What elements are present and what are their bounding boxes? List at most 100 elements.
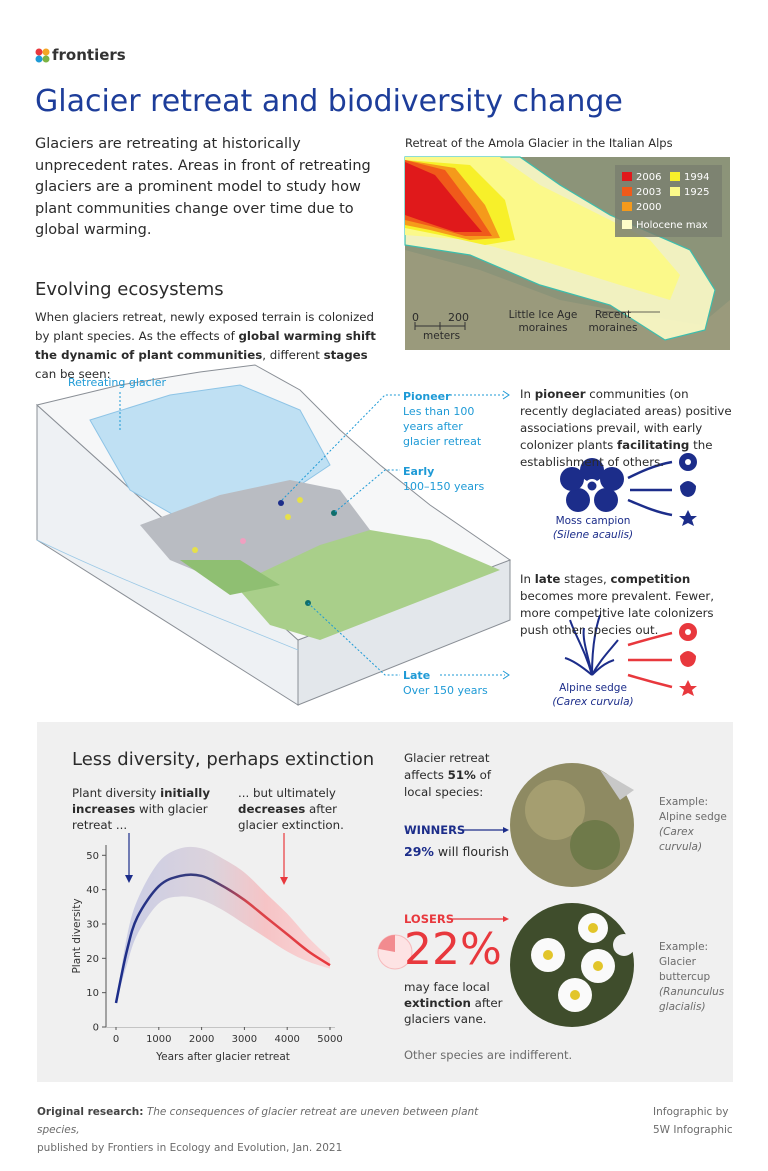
legend-label: 1925 (684, 187, 709, 198)
published: published by Frontiers in Ecology and Ev… (37, 1142, 343, 1154)
glacier-label: Retreating glacier (68, 376, 167, 389)
map-caption: Retreat of the Amola Glacier in the Ital… (405, 136, 673, 150)
affects-text: Glacier retreat affects 51% of local spe… (404, 750, 522, 801)
plant-label: Moss campion (Silene acaulis) (540, 514, 646, 542)
example-latin: (Ranunculus glacialis) (659, 986, 725, 1013)
losers-label: LOSERS (404, 912, 454, 926)
text-bold: initially increases (72, 786, 211, 816)
map-annotation: Recent moraines (588, 309, 638, 334)
section-heading: Evolving ecosystems (35, 279, 224, 300)
stage-detail: 100–150 years (403, 480, 485, 493)
x-axis-title: Years after glacier retreat (155, 1051, 290, 1063)
pioneer-text: In pioneer communities (on recently degl… (520, 386, 738, 471)
example-label: Example: Glacier buttercup (Ranunculus gl… (659, 940, 731, 1015)
example-label: Example: Alpine sedge (Carex curvula) (659, 795, 729, 855)
moss-campion-icon (560, 458, 624, 512)
legend-label: 2006 (636, 172, 661, 183)
competition-arrows (627, 631, 673, 689)
credit: Infographic by 5W Infographic (653, 1103, 733, 1139)
photo-alpine-sedge (510, 763, 634, 887)
stage-name: Pioneer (403, 390, 451, 403)
legend-swatch (622, 172, 632, 181)
y-tick-label: 40 (86, 885, 99, 896)
legend-swatch (670, 187, 680, 196)
section-heading: Less diversity, perhaps extinction (72, 749, 375, 770)
map-legend: 2006 1994 2003 1925 2000 Holocene max (622, 172, 709, 231)
x-tick-label: 2000 (189, 1034, 214, 1045)
legend-swatch (622, 187, 632, 196)
example-text: Example: Alpine sedge (659, 796, 727, 823)
credit-line: 5W Infographic (653, 1124, 733, 1136)
logo-icon (35, 48, 50, 63)
text: will flourish (433, 844, 510, 859)
note-arrows (125, 827, 509, 922)
scale-unit: meters (423, 330, 461, 342)
stage-label: Pioneer Les than 100 years after glacier … (403, 389, 493, 449)
note-left: Plant diversity initially increases with… (72, 785, 212, 833)
facilitation-arrows (627, 460, 673, 517)
winners-text: 29% will flourish (404, 844, 509, 859)
pie-slice (378, 935, 395, 952)
alpine-sedge-icon (564, 614, 619, 676)
footnote: Other species are indifferent. (404, 1048, 573, 1062)
text: with glacier retreat ... (72, 802, 208, 832)
text: becomes more prevalent. Fewer, more comp… (520, 589, 714, 637)
x-tick-label: 4000 (274, 1034, 299, 1045)
text: communities (on recently deglaciated are… (520, 387, 732, 452)
stage-label: Late Over 150 years (403, 668, 493, 698)
text-bold: decreases (238, 802, 306, 816)
y-tick-label: 30 (86, 919, 99, 930)
logo-text: frontiers (52, 46, 126, 64)
winners-label: WINNERS (404, 823, 466, 837)
legend-swatch (670, 172, 680, 181)
text: In (520, 572, 535, 586)
text-bold: extinction (404, 996, 471, 1010)
map-annotation: Little Ice Age moraines (508, 309, 578, 334)
photo-glacier-buttercup (510, 903, 635, 1027)
plant-name: Moss campion (555, 515, 631, 527)
legend-label: 2000 (636, 202, 661, 213)
y-tick-label: 10 (86, 988, 99, 999)
stage-label: Early 100–150 years (403, 464, 493, 494)
text: stages, (560, 572, 611, 586)
source-label: Original research: (37, 1106, 144, 1118)
y-tick-label: 50 (86, 851, 99, 862)
landscape-diagram (35, 364, 512, 706)
source: The consequences of glacier retreat are … (37, 1106, 479, 1136)
page-title: Glacier retreat and biodiversity change (35, 84, 623, 119)
text-bold: late (534, 572, 561, 586)
text: the establishment of others. (520, 438, 713, 469)
losers-text: may face local extinction after glaciers… (404, 979, 516, 1027)
plant-label: Alpine sedge (Carex curvula) (540, 681, 646, 709)
text: of local species: (404, 768, 491, 799)
losers-pie (377, 934, 413, 970)
intro-text: Glaciers are retreating at historically … (35, 136, 371, 238)
text: can be seen: (35, 367, 111, 381)
map-image (404, 156, 730, 350)
stage-detail: Over 150 years (403, 684, 488, 697)
y-axis-title: Plant diversity (71, 898, 83, 973)
diversity-line (114, 873, 331, 1004)
credit-line: Infographic by (653, 1106, 729, 1118)
legend-label: Holocene max (636, 220, 708, 231)
text: ... but ultimately (238, 786, 336, 800)
plant-latin: (Carex curvula) (552, 696, 634, 708)
stage-name: Early (403, 465, 435, 478)
text-bold: global warming shift the dynamic of plan… (35, 329, 376, 362)
y-tick-label: 20 (86, 954, 99, 965)
legend-swatch (622, 220, 632, 229)
scale-tick: 0 (412, 311, 419, 324)
outcompeted-icons (679, 623, 697, 696)
text: When glaciers retreat, newly exposed ter… (35, 310, 375, 343)
text: , different (262, 348, 324, 362)
text: may face local (404, 980, 490, 994)
text-bold: competition (610, 572, 691, 586)
scale-tick: 200 (448, 311, 469, 324)
text: Plant diversity (72, 786, 161, 800)
legend-label: 1994 (684, 172, 709, 183)
y-tick-label: 0 (93, 1023, 99, 1034)
x-tick-label: 1000 (146, 1034, 171, 1045)
diversity-chart: 0 10 20 30 40 50 0 1000 2000 3000 4000 5000 Years af… (71, 845, 343, 1063)
